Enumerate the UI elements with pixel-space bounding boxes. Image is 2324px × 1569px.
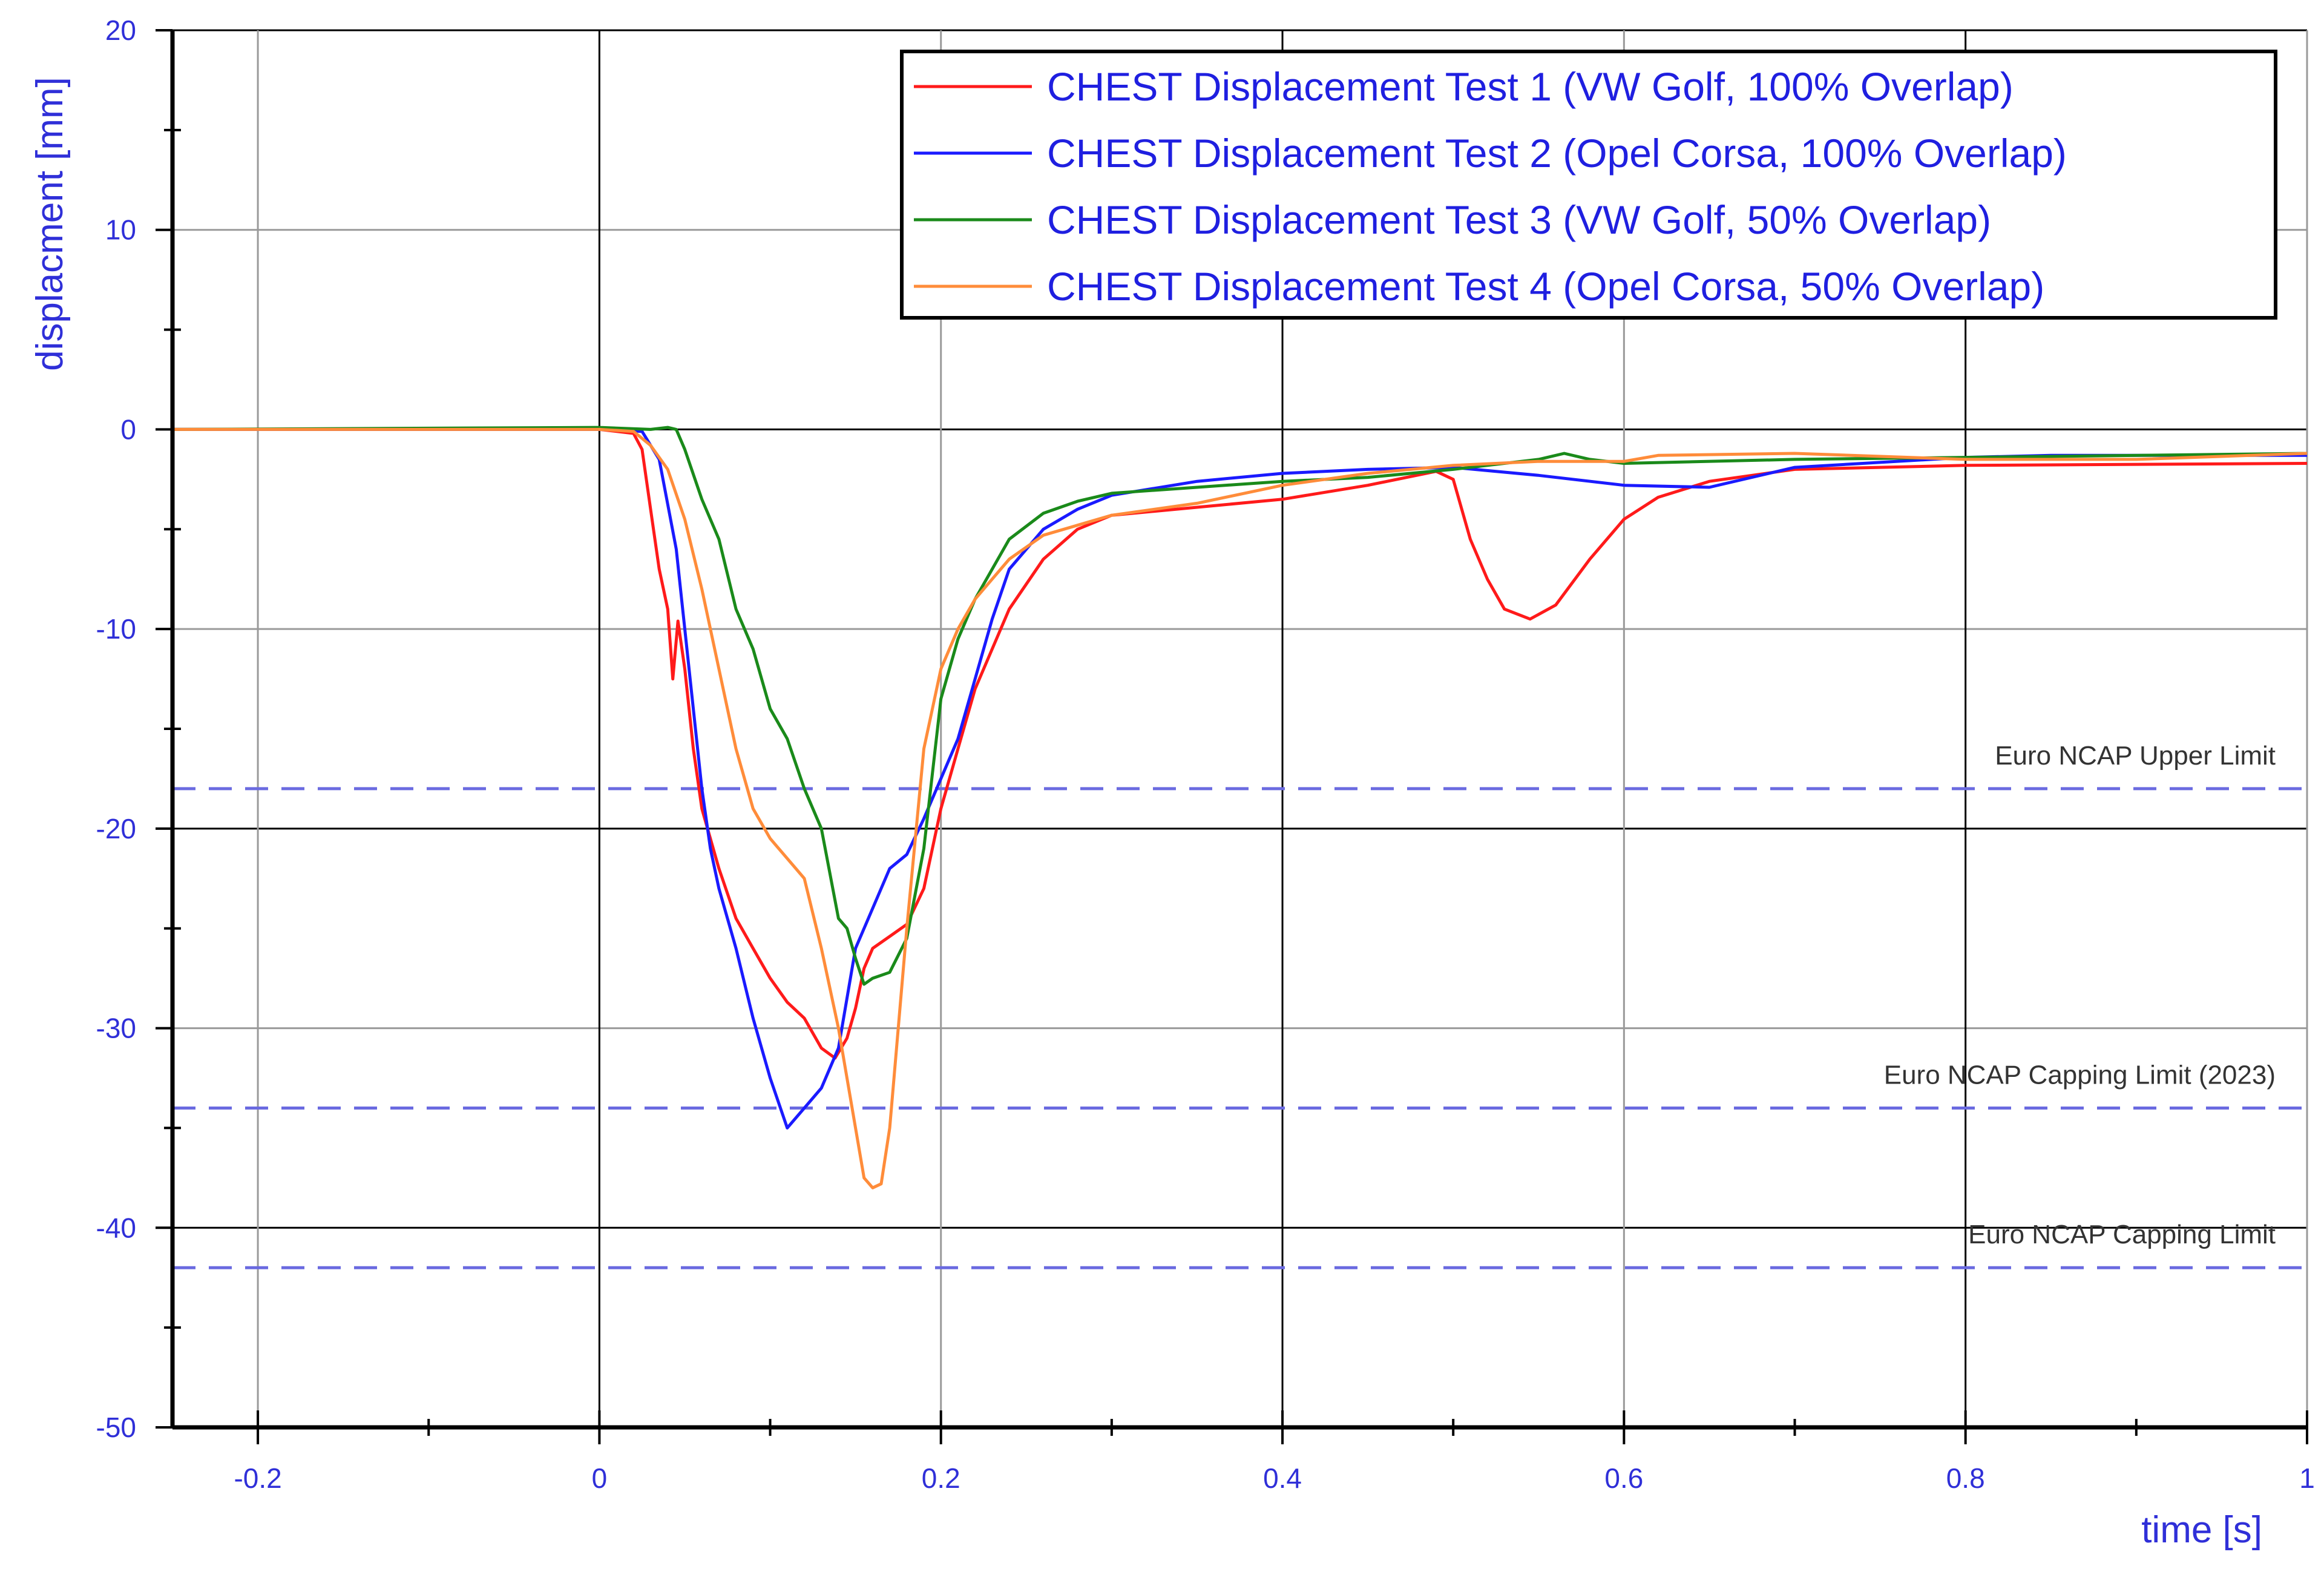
legend-entry: CHEST Displacement Test 1 (VW Golf, 100%…: [1047, 64, 2014, 109]
series-lines: [172, 426, 2308, 1189]
y-tick-label: -20: [96, 813, 136, 844]
y-tick-labels: 20 10 0 -10 -20 -30 -40 -50: [96, 15, 136, 1443]
y-axis-title: displacment [mm]: [29, 77, 71, 371]
x-tick-label: 0.8: [1946, 1462, 1985, 1494]
x-axis-title: time [s]: [2141, 1509, 2262, 1551]
legend-entry: CHEST Displacement Test 2 (Opel Corsa, 1…: [1047, 131, 2067, 176]
y-tick-label: 20: [105, 15, 136, 46]
legend-entry: CHEST Displacement Test 4 (Opel Corsa, 5…: [1047, 264, 2044, 309]
x-tick-label: 0.2: [922, 1462, 960, 1494]
y-tick-label: 10: [105, 214, 136, 246]
x-tick-label: 1: [2299, 1462, 2315, 1494]
series-line-test-2: [172, 427, 2307, 1130]
axes: [156, 29, 2308, 1444]
x-tick-label: 0.6: [1604, 1462, 1643, 1494]
y-tick-label: -40: [96, 1212, 136, 1243]
series-line-test-4: [172, 427, 2308, 1189]
legend-box: [900, 50, 2277, 320]
reference-line-label: Euro NCAP Capping Limit (2023): [1884, 1060, 2276, 1090]
y-tick-label: -10: [96, 613, 136, 645]
legend: CHEST Displacement Test 1 (VW Golf, 100%…: [900, 50, 2277, 320]
reference-lines: Euro NCAP Upper Limit Euro NCAP Capping L…: [172, 741, 2307, 1269]
x-tick-label: -0.2: [234, 1462, 281, 1494]
reference-line-label: Euro NCAP Capping Limit: [1968, 1220, 2276, 1249]
x-tick-label: 0.4: [1263, 1462, 1302, 1494]
x-tick-label: 0: [592, 1462, 608, 1494]
reference-line-label: Euro NCAP Upper Limit: [1995, 741, 2276, 771]
legend-entry: CHEST Displacement Test 3 (VW Golf, 50% …: [1047, 197, 1991, 242]
y-tick-label: -30: [96, 1013, 136, 1044]
x-tick-labels: -0.2 0 0.2 0.4 0.6 0.8 1: [234, 1462, 2314, 1494]
y-tick-label: -50: [96, 1412, 136, 1443]
y-tick-label: 0: [120, 413, 136, 445]
